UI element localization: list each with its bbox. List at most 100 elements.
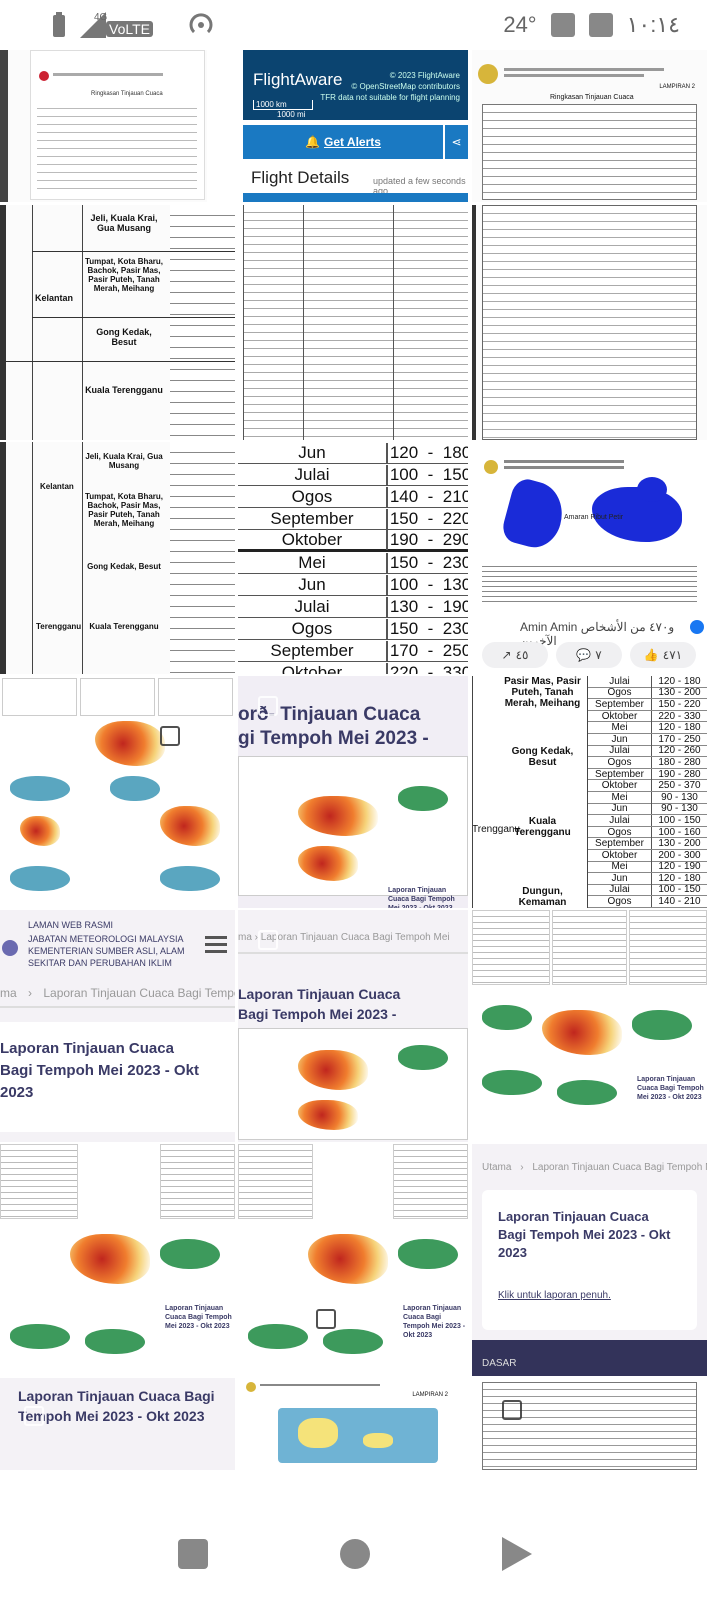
table-row: Mei 150 - 230	[238, 552, 468, 574]
report-thumb-caption: Laporan Tinjauan Cuaca Bagi Tempoh Mei 2…	[637, 1076, 704, 1101]
flight-details-updated: updated a few seconds ago	[373, 176, 466, 196]
footer-label[interactable]: DASAR	[482, 1358, 517, 1369]
state-label: Kelantan	[35, 293, 74, 303]
table-row: Jun 120 - 180	[238, 442, 468, 464]
grid-image[interactable]: Laporan Tinjauan Cuaca Bagi Tempoh Mei 2…	[238, 1144, 468, 1376]
notification-icon	[550, 13, 575, 37]
range-low: 120	[658, 745, 676, 757]
state-label: Kelantan	[40, 482, 74, 491]
grid-image[interactable]	[243, 205, 468, 440]
get-alerts-label: Get Alerts	[324, 135, 381, 149]
table-row: Mei 120 - 180	[588, 722, 707, 734]
table-row: Mei 120 - 190	[588, 861, 707, 874]
grid-image[interactable]	[0, 676, 235, 908]
grid-image[interactable]: FlightAware © 2023 FlightAware © OpenStr…	[243, 50, 468, 202]
table-row: Julai 100 - 150	[238, 464, 468, 486]
table-row: Julai 120 - 180	[588, 676, 707, 688]
grid-image[interactable]: Laporan Tinjauan Cuaca Bagi Tempoh Mei 2…	[472, 910, 707, 1142]
menu-icon[interactable]	[205, 936, 229, 956]
month-cell: Oktober	[588, 849, 652, 861]
data-table: Jun 120 - 180 Julai 100 - 150 Ogos 140 - 210 S…	[238, 442, 468, 674]
range-high: 220	[683, 698, 701, 710]
range-low: 140	[389, 486, 419, 506]
range-cell: 130 - 190	[388, 597, 468, 617]
table-row: Jun 100 - 130	[238, 574, 468, 596]
grid-image[interactable]: LAMPIRAN 2	[238, 1378, 468, 1470]
table-row: Ogos 140 - 210	[238, 486, 468, 508]
footer-bar: DASAR	[472, 1340, 707, 1376]
back-button[interactable]	[502, 1537, 532, 1571]
like-button[interactable]: 👍 ٤٧١	[630, 642, 696, 668]
range-low: 120	[658, 676, 676, 687]
month-cell: Jun	[588, 733, 652, 745]
range-high: 130	[681, 803, 698, 815]
grid-image[interactable]: Laporan Tinjauan Cuaca Bagi Tempoh Mei 2…	[0, 1378, 235, 1470]
full-report-link[interactable]: Klik untuk laporan penuh.	[498, 1290, 611, 1301]
table-row: Ogos 100 - 160	[588, 826, 707, 839]
month-cell: September	[238, 508, 388, 529]
grid-image[interactable]: Pasir Mas, Pasir Puteh, Tanah Merah, Mei…	[472, 676, 707, 908]
month-cell: Julai	[588, 676, 652, 687]
grid-image[interactable]: Ringkasan Tinjauan Cuaca	[0, 50, 235, 202]
range-low: 120	[658, 861, 676, 873]
month-cell: Ogos	[588, 826, 652, 838]
get-alerts-button[interactable]: 🔔 Get Alerts	[243, 125, 443, 159]
range-low: 190	[658, 768, 676, 780]
share-button[interactable]: ↗ ٤٥	[482, 642, 548, 668]
table-row: Julai 100 - 150	[588, 884, 707, 897]
table-row: Jun 120 - 180	[588, 872, 707, 885]
table-row: September 130 - 200	[588, 838, 707, 850]
comment-button[interactable]: 💬 ٧	[556, 642, 622, 668]
month-cell: Julai	[588, 745, 652, 757]
pip-icon	[258, 930, 278, 950]
grid-image[interactable]: LAMAN WEB RASMI JABATAN METEOROLOGI MALA…	[0, 910, 235, 1142]
reactions-summary[interactable]: Amin Amin و٤٧٠ من الأشخاص الآخرين	[520, 620, 675, 648]
table-row: September 150 - 220	[588, 698, 707, 711]
district-label: Pasir Mas, Pasir Puteh, Tanah Merah, Mei…	[504, 676, 581, 709]
grid-image[interactable]: Utama › Laporan Tinjauan Cuaca Bagi Temp…	[472, 1144, 707, 1376]
grid-image[interactable]: orð- Tinjauan Cuaca gi Tempoh Mei 2023 -…	[238, 676, 468, 908]
navigation-bar	[0, 1505, 720, 1600]
grid-image[interactable]: ma › Laporan Tinjauan Cuaca Bagi Tempoh …	[238, 910, 468, 1142]
site-title: LAMAN WEB RASMI	[28, 920, 114, 930]
breadcrumb-home[interactable]: ma	[0, 986, 17, 1000]
table-row: Julai 100 - 150	[588, 814, 707, 827]
breadcrumb-current: Laporan Tinjauan Cuaca Bagi Tempoh Mei 2	[532, 1162, 707, 1173]
range-low: 220	[658, 710, 676, 722]
grid-image[interactable]: Jun 120 - 180 Julai 100 - 150 Ogos 140 - 210 S…	[238, 442, 468, 674]
grid-image[interactable]: Kelantan Terengganu Jeli, Kuala Krai, Gu…	[0, 205, 235, 440]
status-bar: 4G VoLTE 24° ١٠:١٤	[0, 0, 720, 50]
grid-image[interactable]: LAMPIRAN 2 Ringkasan Tinjauan Cuaca	[472, 50, 707, 202]
range-high: 180	[683, 722, 701, 734]
range-low: 100	[389, 574, 419, 594]
range-high: 200	[683, 687, 701, 699]
range-low: 120	[658, 872, 676, 884]
state-label: Trengganu	[472, 824, 520, 835]
range-cell: 100 - 150	[388, 465, 468, 485]
range-cell: 150 - 220	[388, 509, 468, 529]
home-button[interactable]	[340, 1539, 370, 1569]
month-cell: Jun	[238, 574, 388, 595]
month-cell: Jun	[238, 442, 388, 463]
grid-image[interactable]: Laporan Tinjauan Cuaca Bagi Tempoh Mei 2…	[0, 1144, 235, 1376]
share-icon[interactable]: ⋖	[445, 125, 468, 159]
month-cell: Ogos	[238, 618, 388, 639]
month-cell: Ogos	[238, 486, 388, 507]
comment-icon: 💬	[576, 648, 592, 662]
table-row: September 190 - 280	[588, 768, 707, 781]
breadcrumb-home[interactable]: Utama	[482, 1162, 512, 1173]
month-cell: Julai	[588, 814, 652, 826]
recent-apps-button[interactable]	[178, 1539, 208, 1569]
grid-image[interactable]: Jeli, Kuala Krai, Gua Musang Kelantan Tu…	[0, 442, 235, 674]
map-copyright: © OpenStreetMap contributors	[351, 82, 460, 91]
district-label: Kuala Terengganu	[514, 816, 571, 838]
month-cell: September	[588, 838, 652, 850]
grid-image[interactable]: Amaran Ribut Petir Amin Amin و٤٧٠ من الأ…	[472, 442, 707, 674]
month-cell: Oktober	[588, 710, 652, 722]
clock: ١٠:١٤	[626, 12, 680, 37]
range-cell: 140 - 210	[388, 487, 468, 507]
grid-image[interactable]	[472, 205, 707, 440]
breadcrumb: ma › Laporan Tinjauan Cuaca Bagi Tempoh …	[0, 986, 235, 1000]
range-high: 220	[442, 508, 468, 528]
grid-image[interactable]	[472, 1378, 707, 1470]
